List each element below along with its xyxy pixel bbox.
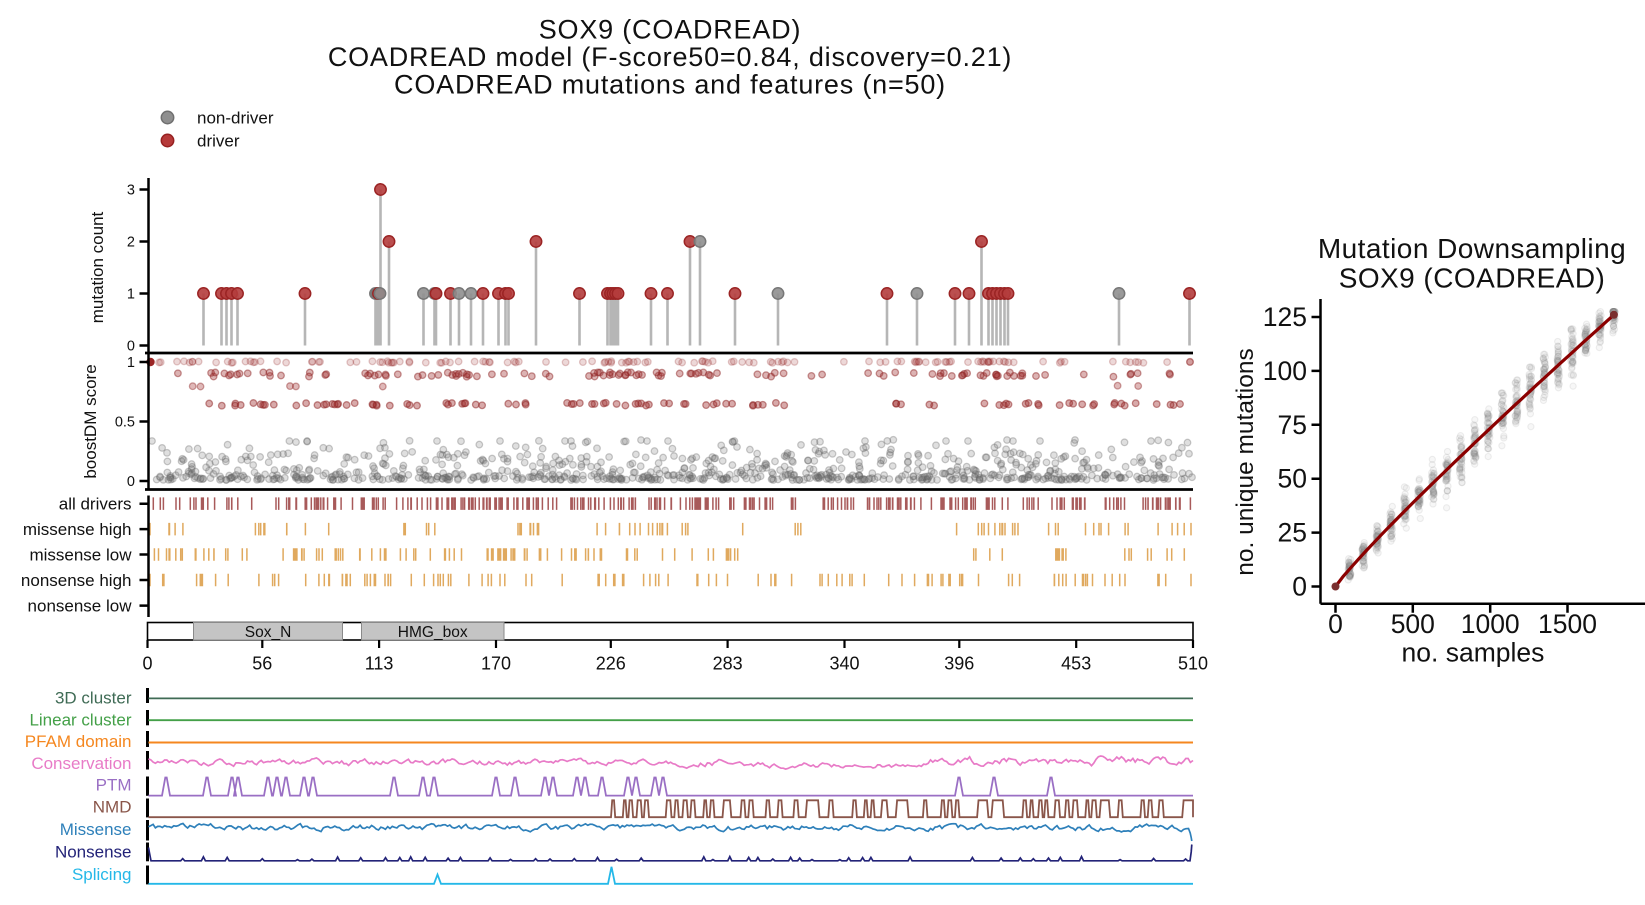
svg-text:mutation count: mutation count (88, 211, 107, 323)
svg-text:Conservation: Conservation (31, 754, 131, 773)
svg-text:driver: driver (197, 132, 240, 151)
svg-text:1: 1 (127, 287, 135, 303)
svg-text:396: 396 (944, 654, 974, 674)
svg-text:Nonsense: Nonsense (55, 843, 132, 862)
svg-text:PFAM domain: PFAM domain (25, 732, 132, 751)
svg-text:0: 0 (127, 339, 135, 355)
svg-text:missense low: missense low (29, 546, 132, 565)
svg-text:100: 100 (1263, 356, 1307, 386)
svg-text:0: 0 (1292, 572, 1307, 602)
svg-text:3: 3 (127, 183, 135, 199)
svg-text:missense high: missense high (23, 520, 132, 539)
svg-text:Linear cluster: Linear cluster (29, 711, 131, 730)
svg-text:all drivers: all drivers (59, 495, 132, 514)
svg-text:283: 283 (713, 654, 743, 674)
svg-text:170: 170 (481, 654, 511, 674)
svg-text:1500: 1500 (1538, 609, 1597, 639)
svg-text:SOX9 (COADREAD): SOX9 (COADREAD) (539, 15, 802, 45)
svg-text:boostDM score: boostDM score (81, 364, 100, 478)
svg-text:0: 0 (127, 474, 135, 490)
svg-text:Splicing: Splicing (72, 865, 132, 884)
svg-text:no. samples: no. samples (1402, 638, 1545, 668)
svg-text:125: 125 (1263, 302, 1307, 332)
svg-text:1: 1 (127, 355, 135, 371)
svg-text:COADREAD model (F-score50=0.84: COADREAD model (F-score50=0.84, discover… (328, 42, 1012, 72)
svg-text:Mutation Downsampling: Mutation Downsampling (1318, 233, 1626, 264)
svg-text:non-driver: non-driver (197, 109, 274, 128)
svg-text:1000: 1000 (1461, 609, 1520, 639)
svg-text:no. unique mutations: no. unique mutations (1232, 348, 1259, 575)
svg-text:NMD: NMD (93, 798, 132, 817)
svg-text:Missense: Missense (60, 820, 132, 839)
svg-text:75: 75 (1278, 410, 1307, 440)
svg-text:500: 500 (1391, 609, 1435, 639)
svg-text:COADREAD mutations and feature: COADREAD mutations and features (n=50) (394, 70, 946, 100)
svg-text:25: 25 (1278, 518, 1307, 548)
svg-text:0: 0 (1328, 609, 1343, 639)
svg-text:nonsense high: nonsense high (21, 571, 132, 590)
svg-text:HMG_box: HMG_box (398, 624, 468, 641)
svg-text:3D cluster: 3D cluster (55, 689, 132, 708)
svg-text:510: 510 (1178, 654, 1208, 674)
svg-text:PTM: PTM (96, 776, 132, 795)
svg-text:113: 113 (365, 654, 394, 674)
svg-text:0: 0 (142, 654, 152, 674)
svg-text:56: 56 (252, 654, 272, 674)
svg-text:50: 50 (1278, 464, 1307, 494)
svg-text:340: 340 (829, 654, 859, 674)
svg-text:0.5: 0.5 (115, 415, 135, 431)
svg-text:SOX9 (COADREAD): SOX9 (COADREAD) (1339, 263, 1606, 294)
svg-text:453: 453 (1061, 654, 1091, 674)
svg-text:2: 2 (127, 235, 135, 251)
svg-text:nonsense low: nonsense low (28, 597, 133, 616)
svg-text:Sox_N: Sox_N (245, 624, 292, 641)
svg-text:226: 226 (596, 654, 626, 674)
